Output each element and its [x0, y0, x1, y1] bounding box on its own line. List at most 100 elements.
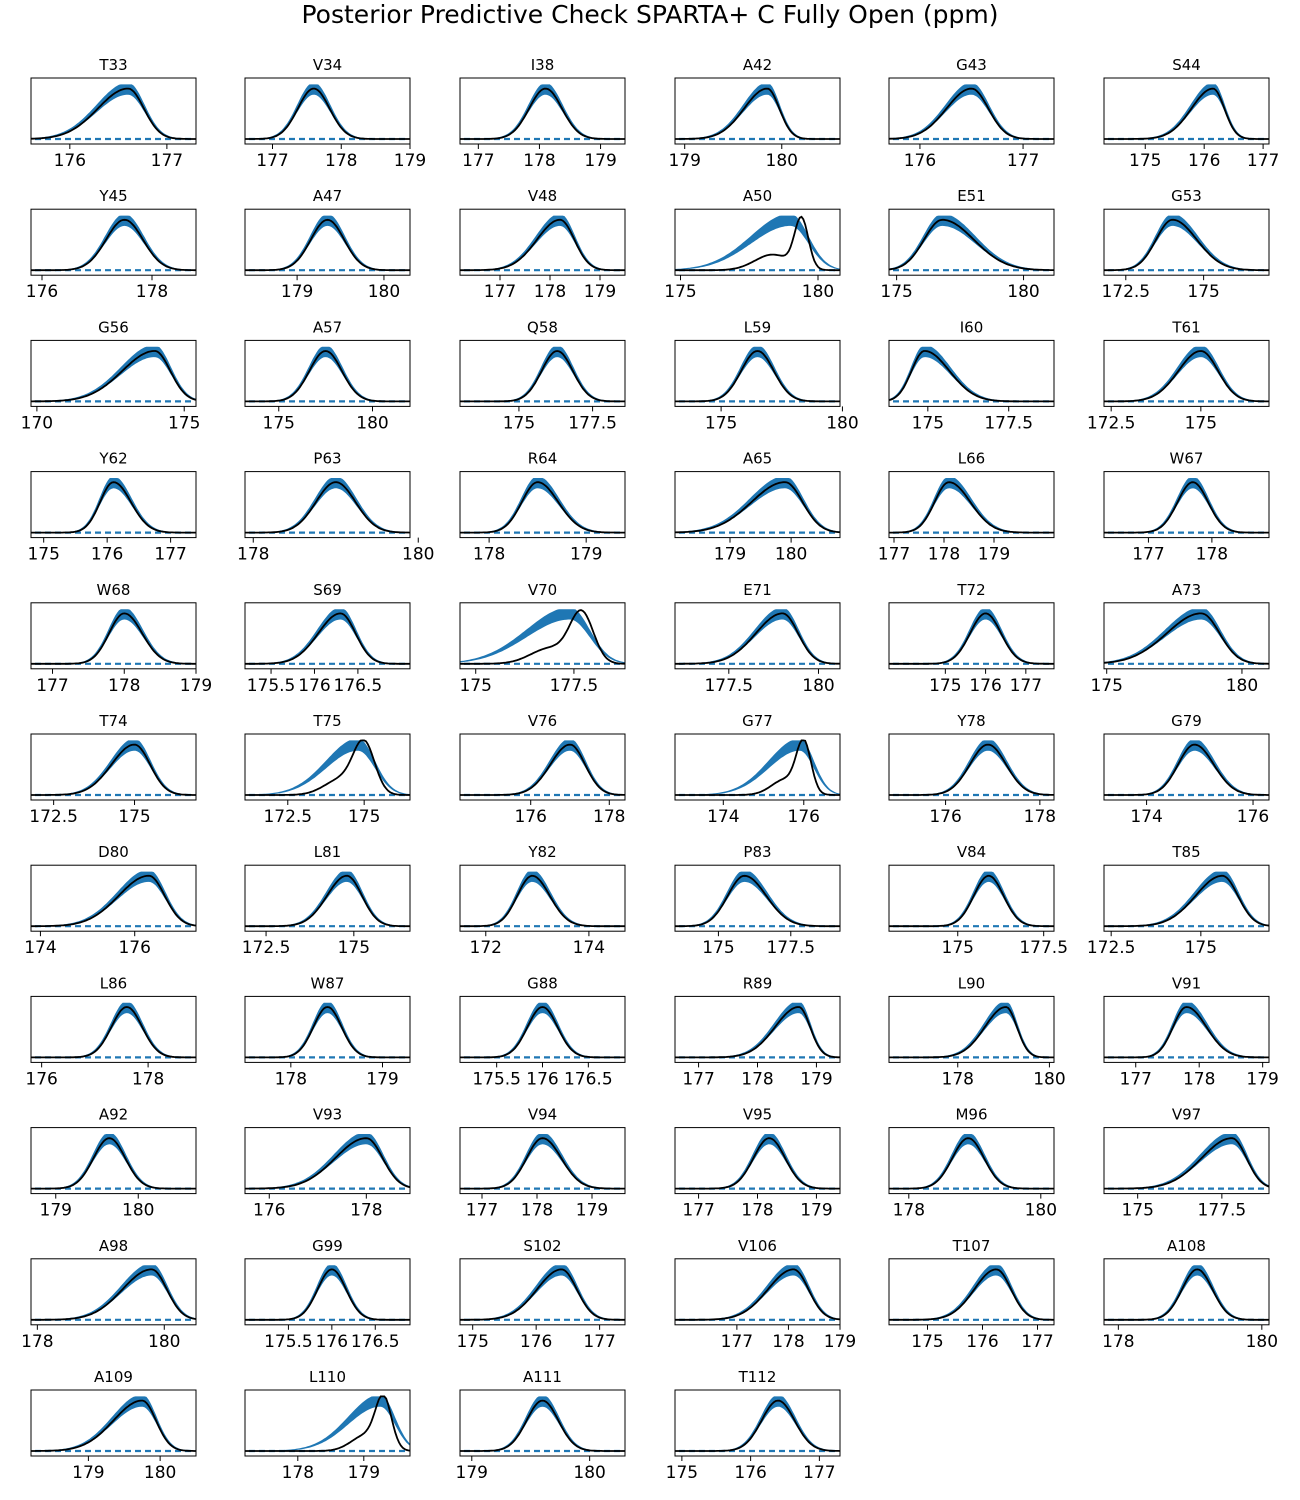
subplot-title: V91 [1172, 974, 1201, 992]
subplot-title: V95 [743, 1106, 772, 1124]
posterior-band [889, 84, 1054, 139]
subplot-title: A47 [313, 187, 342, 205]
subplot-title: W87 [311, 974, 345, 992]
subplot-R64: R64 178 179 [459, 450, 626, 565]
subplot-Q58: Q58 175 177.5 [459, 318, 626, 433]
posterior-band [675, 871, 840, 927]
subplot-G99: G99 175.5 176 176.5 [244, 1237, 411, 1352]
subplot-title: Y78 [956, 712, 985, 730]
axes-frame [459, 864, 626, 932]
plot-area [31, 609, 196, 665]
subplot-title: W68 [97, 581, 131, 599]
x-tick-label: 178 [521, 1201, 553, 1221]
axes-frame [459, 339, 626, 407]
posterior-band [460, 1134, 625, 1189]
x-tick-label: 176 [929, 807, 961, 827]
plot-area [889, 215, 1054, 272]
posterior-band [1104, 215, 1269, 271]
plot-area [1104, 1134, 1269, 1190]
x-tick-label: 176 [26, 282, 58, 302]
plot-area [460, 1002, 625, 1059]
axes-frame [459, 1127, 626, 1195]
axes-frame [459, 1258, 626, 1326]
x-tick-label: 172 [470, 938, 502, 958]
subplot-title: G53 [1171, 187, 1202, 205]
x-tick-label: 178 [282, 1463, 314, 1483]
axes-frame [674, 1389, 841, 1457]
x-tick-label: 174 [1130, 807, 1162, 827]
subplot-title: S69 [313, 581, 342, 599]
posterior-band [675, 609, 840, 664]
x-tick-label: 176 [298, 676, 330, 696]
x-tick-label: 175 [27, 545, 59, 565]
axes-frame [888, 995, 1055, 1063]
observed-line [31, 1399, 196, 1452]
x-tick-label: 177 [1247, 151, 1279, 171]
x-tick-label: 179 [1246, 1069, 1278, 1089]
x-tick-label: 178 [21, 1332, 53, 1352]
subplot-V97: V97 175 177.5 [1103, 1106, 1270, 1221]
x-tick-label: 179 [180, 676, 212, 696]
posterior-band [245, 1134, 410, 1189]
x-tick-label: 179 [584, 282, 616, 302]
posterior-band [1104, 1265, 1269, 1320]
axes-frame [1103, 602, 1270, 670]
subplot-title: G56 [98, 318, 129, 336]
observed-line [245, 350, 410, 403]
subplot-title: I38 [531, 56, 555, 74]
subplot-D80: D80 174 176 [24, 843, 197, 958]
subplot-title: G43 [956, 56, 987, 74]
subplot-title: V97 [1172, 1106, 1201, 1124]
x-tick-label: 175 [263, 413, 295, 433]
x-tick-label: 176 [25, 1069, 57, 1089]
x-tick-label: 176 [91, 545, 123, 565]
posterior-band [675, 84, 840, 139]
axes-frame [888, 1127, 1055, 1195]
observed-line [675, 1137, 840, 1190]
subplot-M96: M96 178 180 [888, 1106, 1057, 1221]
axes-frame [244, 864, 411, 932]
posterior-band [31, 84, 196, 139]
observed-line [245, 739, 410, 796]
subplot-title: G79 [1171, 712, 1202, 730]
axes-frame [30, 77, 197, 145]
subplot-A111: A111 179 180 [456, 1368, 626, 1483]
posterior-band [460, 215, 625, 271]
x-tick-label: 178 [593, 807, 625, 827]
subplot-title: T33 [98, 56, 127, 74]
x-tick-label: 177.5 [1019, 938, 1068, 958]
subplot-A47: A47 179 180 [244, 187, 411, 302]
subplot-V93: V93 176 178 [244, 1106, 411, 1221]
x-tick-label: 180 [148, 1332, 180, 1352]
subplot-title: R89 [743, 974, 773, 992]
plot-area [245, 346, 410, 403]
axes-frame [30, 339, 197, 407]
plot-area [460, 1265, 625, 1321]
observed-line [675, 350, 840, 403]
x-tick-label: 179 [800, 1069, 832, 1089]
plot-area [31, 478, 196, 534]
x-tick-label: 175 [503, 413, 535, 433]
x-tick-label: 176 [904, 151, 936, 171]
axes-frame [1103, 208, 1270, 276]
x-tick-label: 177 [878, 545, 910, 565]
posterior-band [245, 346, 410, 402]
observed-line [675, 612, 840, 665]
subplot-title: T107 [952, 1237, 991, 1255]
plot-area [889, 871, 1054, 928]
subplot-title: M96 [955, 1106, 987, 1124]
subplot-title: Y45 [98, 187, 127, 205]
axes-frame [1103, 471, 1270, 539]
plot-area [460, 84, 625, 141]
plot-area [245, 1134, 410, 1190]
plot-area [460, 1134, 625, 1190]
axes-frame [30, 1127, 197, 1195]
x-tick-label: 180 [1226, 676, 1258, 696]
x-tick-label: 177 [466, 1201, 498, 1221]
x-tick-label: 178 [942, 1069, 974, 1089]
subplot-A108: A108 178 180 [1102, 1237, 1278, 1352]
observed-line [460, 350, 625, 403]
x-tick-label: 177 [1010, 676, 1042, 696]
x-tick-label: 172.5 [29, 807, 78, 827]
observed-line [889, 1006, 1054, 1059]
